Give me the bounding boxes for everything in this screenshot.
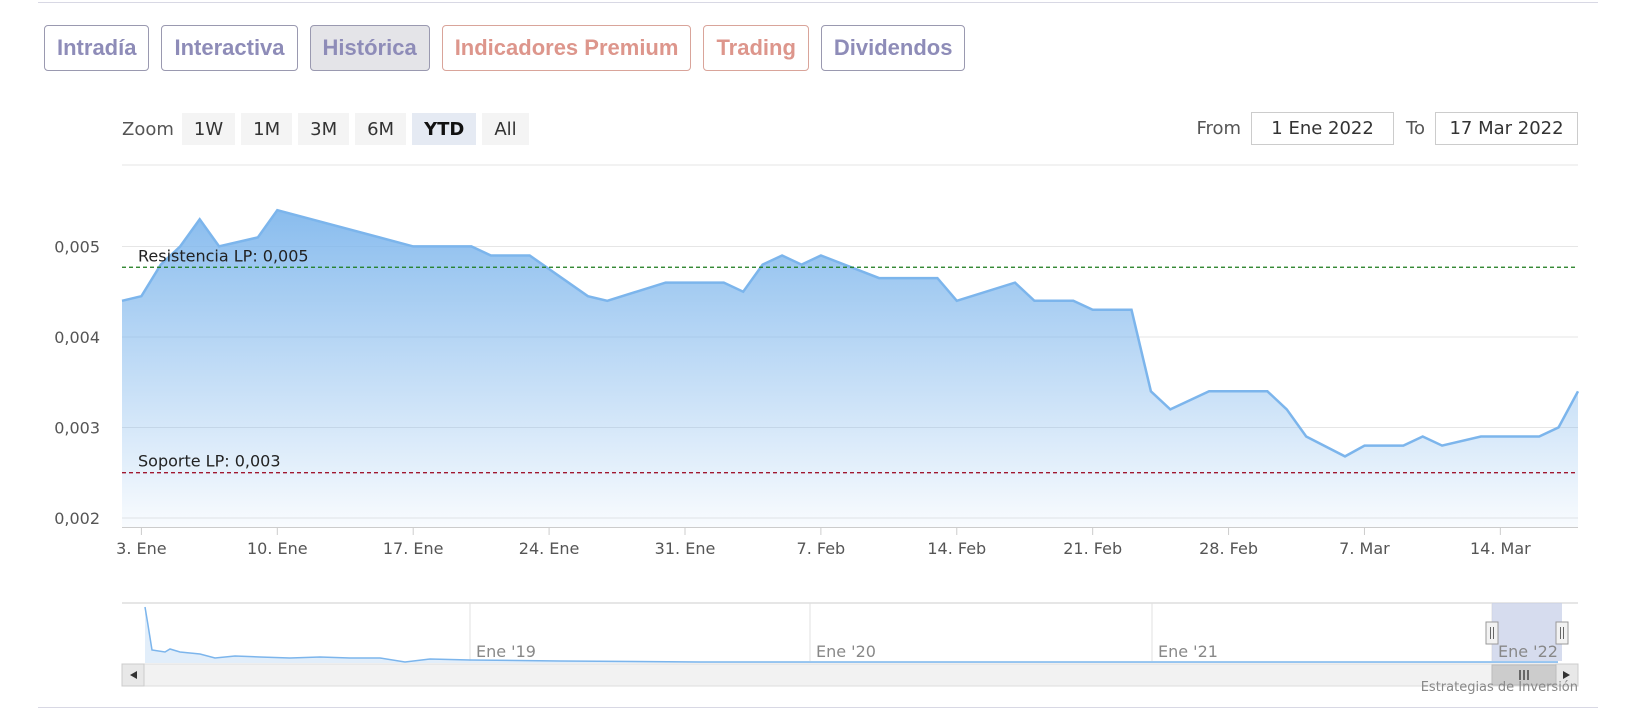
- resistance-label: Resistencia LP: 0,005: [138, 246, 309, 265]
- navigator-label: Ene '22: [1498, 642, 1558, 661]
- zoom-1m-button[interactable]: 1M: [241, 113, 293, 145]
- zoom-label: Zoom: [122, 118, 174, 140]
- y-tick-label: 0,002: [54, 509, 100, 528]
- tab-indicadores-premium[interactable]: Indicadores Premium: [441, 25, 692, 71]
- support-label: Soporte LP: 0,003: [138, 452, 281, 471]
- x-tick-label: 28. Feb: [1199, 539, 1258, 558]
- credit-text: Estrategias de Inversión: [1420, 680, 1578, 695]
- zoom-selector: Zoom 1W 1M 3M 6M YTD All: [122, 113, 535, 145]
- navigator-label: Ene '21: [1158, 642, 1218, 661]
- x-tick-label: 17. Ene: [383, 539, 444, 558]
- from-label: From: [1196, 118, 1242, 139]
- navigator-handle[interactable]: [1485, 621, 1499, 645]
- zoom-ytd-button[interactable]: YTD: [412, 113, 477, 145]
- navigator-label: Ene '20: [816, 642, 876, 661]
- y-tick-label: 0,005: [54, 237, 100, 256]
- scrollbar-track: [121, 663, 1579, 687]
- tab-interactiva[interactable]: Interactiva: [161, 25, 298, 71]
- area-series: [121, 208, 1580, 527]
- y-tick-label: 0,003: [54, 418, 100, 437]
- navigator-line: [144, 606, 1558, 663]
- navigator-handle-body: [1555, 621, 1569, 645]
- navigator-label: Ene '19: [476, 642, 536, 661]
- zoom-1w-button[interactable]: 1W: [181, 113, 236, 145]
- area-fill: [122, 210, 1578, 527]
- tab-intradia[interactable]: Intradía: [44, 25, 150, 71]
- zoom-3m-button[interactable]: 3M: [298, 113, 350, 145]
- navigator-mask: [1492, 603, 1562, 661]
- navigator-handle-body: [1485, 621, 1499, 645]
- tab-dividendos[interactable]: Dividendos: [820, 25, 966, 71]
- annotations: Resistencia LP: 0,005 Soporte LP: 0,003: [122, 246, 1578, 474]
- x-tick-label: 3. Ene: [116, 539, 166, 558]
- scroll-left-arrow-icon: [130, 671, 137, 679]
- zoom-all-button[interactable]: All: [482, 113, 529, 145]
- y-tick-label: 0,004: [54, 328, 100, 347]
- to-date-input[interactable]: 17 Mar 2022: [1435, 112, 1578, 145]
- from-date-input[interactable]: 1 Ene 2022: [1251, 112, 1395, 145]
- x-tick-label: 7. Mar: [1339, 539, 1390, 558]
- to-label: To: [1406, 118, 1425, 139]
- navigator-handle[interactable]: [1555, 621, 1569, 645]
- x-tick-label: 7. Feb: [797, 539, 846, 558]
- axes: 0,002 0,003 0,004 0,005 3. Ene 10. Ene 17. Ene…: [54, 237, 1578, 558]
- x-tick-label: 10. Ene: [247, 539, 308, 558]
- x-tick-label: 24. Ene: [519, 539, 580, 558]
- top-divider: [38, 2, 1598, 3]
- x-tick-label: 31. Ene: [655, 539, 716, 558]
- bottom-divider: [38, 707, 1598, 708]
- scroll-right-arrow-icon: [1563, 671, 1570, 679]
- chart-tabs: Intradía Interactiva Histórica Indicador…: [44, 25, 966, 71]
- date-range: From 1 Ene 2022 To 17 Mar 2022: [1184, 112, 1578, 145]
- x-tick-label: 14. Feb: [927, 539, 986, 558]
- navigator: Ene '19 Ene '20 Ene '21 Ene '22: [121, 602, 1579, 687]
- tab-historica[interactable]: Histórica: [309, 25, 430, 71]
- x-tick-label: 21. Feb: [1063, 539, 1122, 558]
- tab-trading[interactable]: Trading: [703, 25, 809, 71]
- series-line: [121, 208, 1580, 458]
- x-tick-label: 14. Mar: [1470, 539, 1531, 558]
- zoom-6m-button[interactable]: 6M: [355, 113, 407, 145]
